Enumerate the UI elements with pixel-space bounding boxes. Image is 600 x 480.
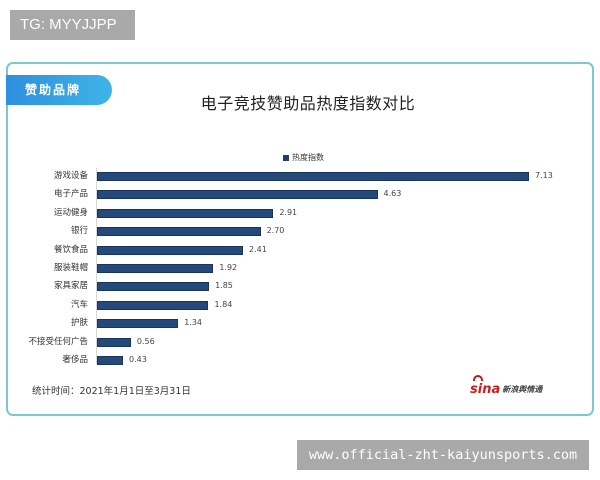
value-label: 0.43 <box>129 355 147 364</box>
legend-swatch-icon <box>283 154 289 161</box>
value-label: 2.70 <box>266 226 285 236</box>
watermark-bottom: www.official-zht-kaiyunsports.com <box>297 440 589 470</box>
bar <box>97 282 210 292</box>
value-label: 2.91 <box>279 207 298 217</box>
category-label: 护肤 <box>70 318 88 329</box>
value-label: 1.34 <box>184 318 202 328</box>
watermark-top: TG: MYYJJPP <box>10 10 135 40</box>
category-label: 服装鞋帽 <box>53 263 88 273</box>
value-label: 4.63 <box>383 189 402 199</box>
category-badge: 赞助品牌 <box>6 75 112 105</box>
bar-row: 奢侈品 0.43 <box>8 354 592 366</box>
bar-row: 运动健身 2.91 <box>8 207 592 219</box>
category-label: 运动健身 <box>53 207 88 218</box>
bar <box>97 264 214 273</box>
bar-row: 餐饮食品 2.41 <box>8 244 592 256</box>
category-label: 奢侈品 <box>62 355 88 365</box>
sina-eye-icon <box>473 375 483 381</box>
category-label: 游戏设备 <box>53 171 88 181</box>
legend-label: 热度指数 <box>292 153 324 162</box>
value-label: 1.92 <box>219 263 238 272</box>
chart-card: 赞助品牌 电子竞技赞助品热度指数对比 热度指数 游戏设备 7.13 电子产品 4.63… <box>6 62 594 416</box>
category-label: 餐饮食品 <box>53 244 88 255</box>
bar <box>97 190 378 200</box>
bar-row: 不接受任何广告 0.56 <box>8 336 592 348</box>
bar-row: 服装鞋帽 1.92 <box>8 262 592 274</box>
bar-row: 银行 2.70 <box>8 225 592 237</box>
category-label: 电子产品 <box>53 189 88 200</box>
bar-row: 电子产品 4.63 <box>8 188 592 200</box>
bar-row: 游戏设备 7.13 <box>8 170 592 182</box>
bar <box>97 300 209 310</box>
bar-row: 家具家居 1.85 <box>8 280 592 292</box>
bar-chart: 游戏设备 7.13 电子产品 4.63 运动健身 2.91 银行 2.70 餐饮食品 2.41 服装… <box>8 64 592 414</box>
category-label: 家具家居 <box>53 281 88 292</box>
sina-source-text: 新浪舆情通 <box>502 385 543 394</box>
bar <box>97 319 179 329</box>
value-label: 1.85 <box>215 281 233 291</box>
value-label: 1.84 <box>214 299 233 309</box>
stat-period-note: 统计时间：2021年1月1日至3月31日 <box>32 386 191 397</box>
bar-row: 护肤 1.34 <box>8 317 592 329</box>
category-label: 银行 <box>70 226 88 237</box>
bar <box>97 245 244 255</box>
bar <box>97 356 124 365</box>
bar <box>97 172 529 181</box>
chart-legend: 热度指数 <box>283 152 324 163</box>
chart-title: 电子竞技赞助品热度指数对比 <box>200 94 416 113</box>
bar <box>97 227 261 237</box>
y-axis-line <box>96 168 97 364</box>
value-label: 0.56 <box>136 336 155 346</box>
sina-wordmark: sina <box>470 375 500 397</box>
value-label: 7.13 <box>535 171 553 180</box>
category-label: 不接受任何广告 <box>28 336 88 347</box>
category-label: 汽车 <box>70 299 88 310</box>
bar <box>97 337 131 347</box>
value-label: 2.41 <box>249 244 267 254</box>
bar-row: 汽车 1.84 <box>8 299 592 311</box>
sina-logo: sina 新浪舆情通 <box>470 375 543 397</box>
bar <box>97 208 274 218</box>
